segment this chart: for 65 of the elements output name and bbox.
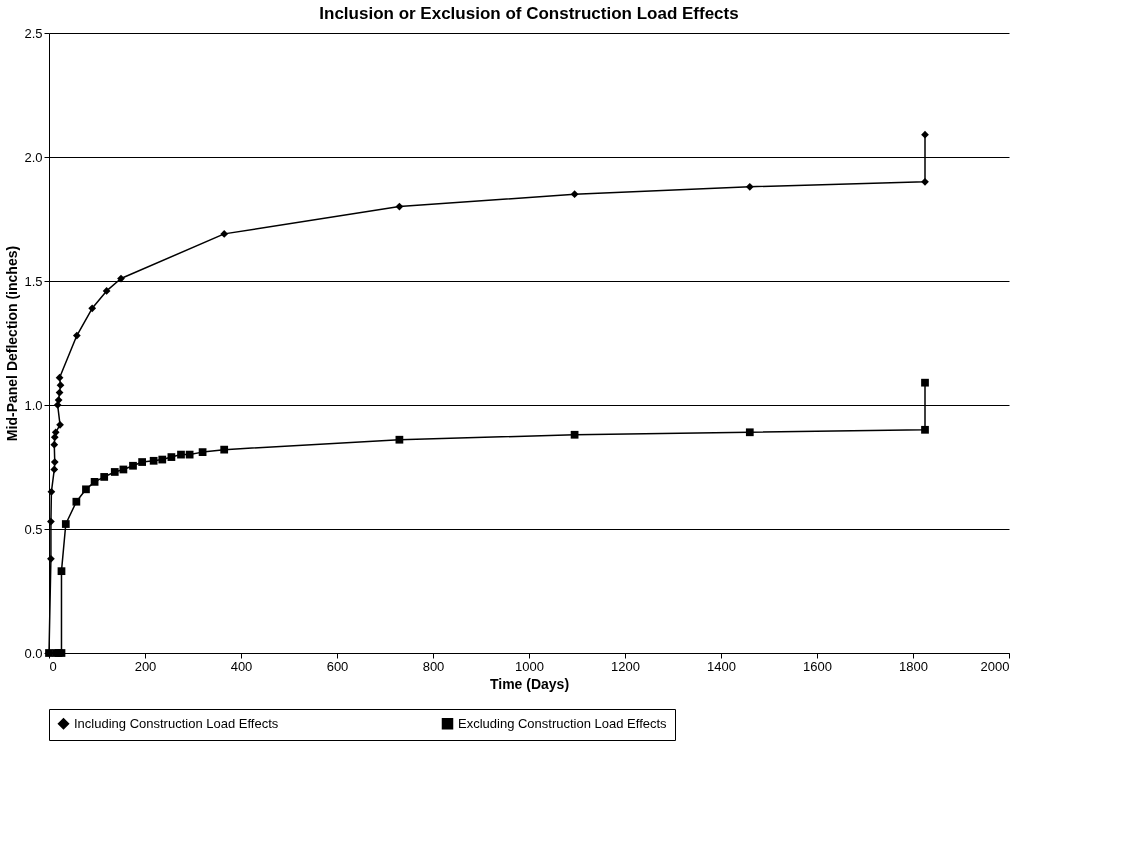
x-tick-label: 1000 — [515, 658, 544, 674]
point — [198, 448, 207, 456]
point — [149, 456, 158, 465]
y-tick-label: 1.5 — [24, 273, 43, 289]
x-tick-label: 1200 — [611, 658, 640, 674]
point — [55, 373, 64, 382]
point — [55, 388, 64, 397]
legend-label: Excluding Construction Load Effects — [458, 715, 668, 731]
point — [921, 378, 929, 387]
point — [185, 450, 194, 459]
y-tick-label: 1.0 — [24, 397, 43, 413]
point — [921, 177, 929, 186]
point — [50, 440, 59, 449]
x-tick-label: 2000 — [980, 658, 1010, 674]
point — [570, 430, 579, 439]
point — [47, 517, 55, 526]
x-tick-label: 0 — [49, 658, 57, 674]
point — [117, 274, 125, 283]
point — [745, 182, 754, 191]
point — [47, 487, 56, 496]
x-tick-label: 1400 — [707, 658, 736, 674]
point — [167, 453, 176, 461]
point — [177, 450, 185, 459]
y-tick-label: 0.0 — [24, 645, 43, 661]
point — [88, 304, 97, 313]
point — [921, 425, 929, 434]
point — [570, 190, 579, 199]
point — [395, 202, 404, 211]
point — [54, 396, 63, 404]
legend-label: Including Construction Load Effects — [74, 715, 279, 731]
y-tick-label: 0.5 — [24, 521, 43, 537]
y-axis-title: Mid-Panel Deflection (inches) — [4, 245, 21, 442]
point — [220, 445, 229, 454]
point — [51, 428, 60, 437]
point — [56, 420, 64, 429]
point — [745, 428, 754, 437]
point — [129, 461, 137, 470]
point — [50, 465, 59, 474]
x-tick-label: 200 — [134, 658, 157, 674]
point — [72, 331, 81, 340]
x-tick-label: 1600 — [803, 658, 832, 674]
y-tick-label: 2.0 — [24, 149, 43, 165]
point — [158, 455, 167, 464]
point — [72, 497, 81, 506]
point — [50, 458, 59, 466]
point — [110, 468, 119, 476]
point — [57, 567, 66, 576]
x-tick-label: 800 — [422, 658, 445, 674]
point — [395, 435, 404, 444]
point — [102, 287, 111, 295]
chart-title: Inclusion or Exclusion of Construction Load Effects — [319, 4, 739, 23]
point — [100, 473, 109, 481]
point — [82, 485, 90, 494]
point — [921, 130, 929, 139]
point — [61, 520, 70, 528]
y-tick-label: 2.5 — [24, 25, 43, 41]
x-tick-label: 400 — [230, 658, 253, 674]
point — [56, 381, 65, 390]
x-tick-label: 1800 — [899, 658, 928, 674]
x-axis-title: Time (Days) — [489, 675, 570, 692]
x-tick-label: 600 — [326, 658, 349, 674]
point — [220, 230, 229, 238]
point — [90, 478, 99, 486]
point — [138, 458, 146, 466]
point — [47, 554, 55, 563]
